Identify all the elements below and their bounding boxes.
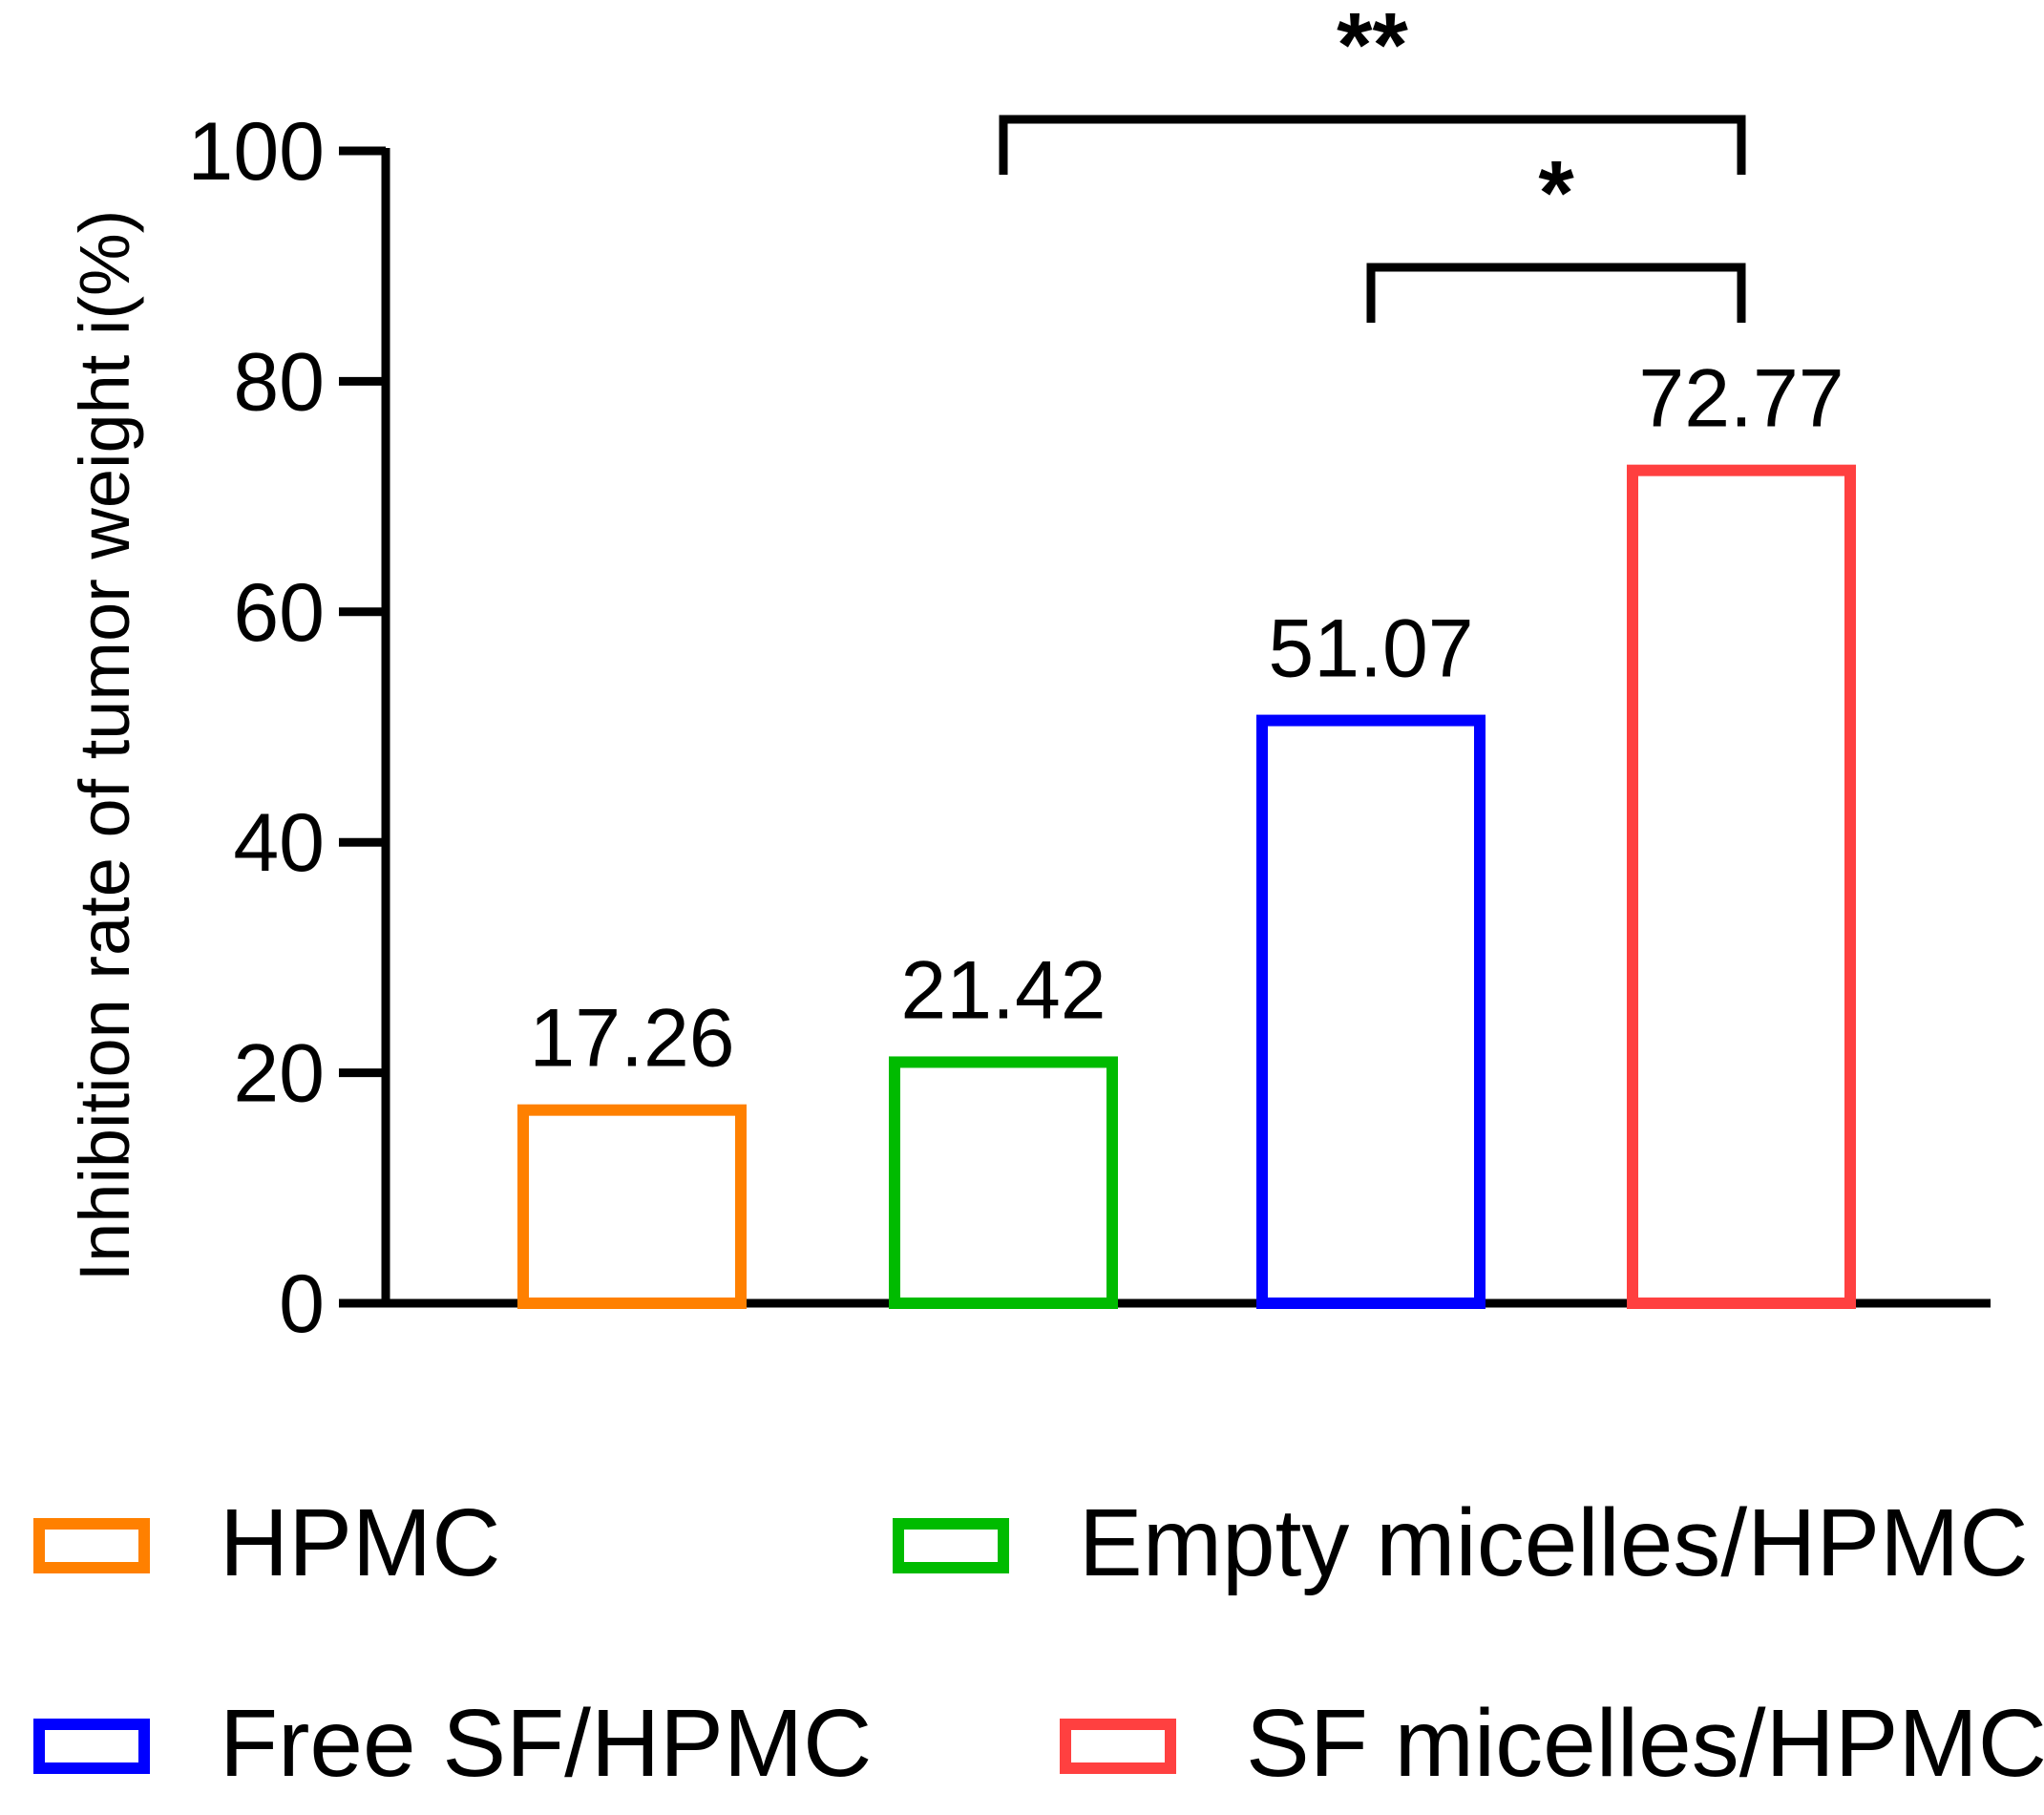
legend-swatch	[1060, 1719, 1176, 1774]
legend-label: HPMC	[220, 1489, 500, 1596]
bar	[517, 1104, 747, 1309]
bar	[1256, 714, 1486, 1309]
bar-value-label: 72.77	[1638, 353, 1844, 445]
y-axis-label: Inhibition rate of tumor weight i(%)	[65, 210, 144, 1282]
axes: 0 20 40 60 80 100	[188, 106, 1991, 1350]
bar	[1627, 464, 1856, 1310]
bar-value-label: 51.07	[1268, 603, 1473, 695]
significance-label: *	[1538, 142, 1574, 244]
legend: HPMC Empty micelles/HPMC Free SF/HPMC SF mi…	[33, 1489, 2044, 1797]
legend-label: Free SF/HPMC	[220, 1690, 872, 1797]
significance-bracket	[999, 115, 1746, 175]
y-tick-label: 0	[279, 1258, 325, 1350]
legend-swatch	[33, 1719, 150, 1774]
y-tick-label: 60	[233, 567, 325, 659]
y-tick-label: 80	[233, 336, 325, 428]
y-tick-label: 40	[233, 797, 325, 889]
significance-brackets: ***	[999, 0, 1746, 323]
significance-label: **	[1337, 0, 1408, 96]
legend-label: Empty micelles/HPMC	[1079, 1489, 2029, 1596]
legend-swatch	[893, 1518, 1009, 1573]
legend-label: SF micelles/HPMC	[1246, 1690, 2044, 1797]
bar-value-label: 21.42	[900, 944, 1106, 1036]
bar-value-label: 17.26	[529, 993, 734, 1085]
legend-swatch	[33, 1518, 150, 1573]
bars: 17.26 21.42 51.07 72.77	[517, 353, 1856, 1310]
y-tick-label: 20	[233, 1028, 325, 1120]
y-tick-label: 100	[188, 106, 326, 198]
bar	[889, 1056, 1118, 1309]
significance-bracket	[1366, 263, 1746, 323]
